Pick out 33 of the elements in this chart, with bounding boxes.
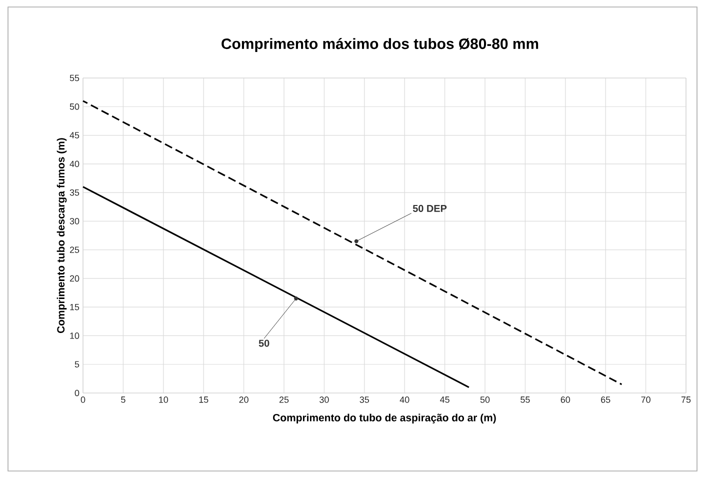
y-tick-label: 50: [70, 103, 80, 110]
x-tick-label: 30: [320, 396, 329, 403]
annotation: 50: [258, 340, 270, 347]
x-tick-label: 0: [80, 396, 86, 403]
x-tick-label: 70: [641, 396, 650, 403]
y-tick-label: 30: [70, 218, 80, 224]
x-tick-label: 5: [121, 396, 126, 403]
x-tick-label: 60: [560, 396, 570, 403]
y-tick-label: 5: [74, 361, 80, 368]
y-tick-label: 15: [70, 304, 80, 310]
y-tick-label: 40: [70, 160, 80, 168]
y-axis-title: Comprimento tubo descarga fumos (m): [56, 138, 67, 334]
y-tick-label: 35: [70, 189, 80, 196]
x-tick-label: 20: [239, 396, 248, 403]
x-tick-label: 50: [480, 396, 490, 403]
y-tick-label: 0: [74, 390, 80, 396]
x-tick-label: 25: [279, 396, 289, 403]
x-tick-label: 45: [440, 396, 450, 403]
x-tick-label: 55: [520, 396, 530, 403]
y-tick-label: 55: [70, 74, 80, 82]
y-tick-label: 20: [70, 275, 80, 282]
x-tick-label: 35: [360, 396, 370, 403]
x-tick-label: 15: [199, 396, 208, 403]
x-tick-label: 75: [681, 396, 691, 403]
y-tick-label: 10: [70, 332, 80, 339]
x-axis-title: Comprimento do tubo de aspiração do ar (m): [273, 414, 496, 424]
x-tick-label: 65: [601, 396, 610, 403]
annotation: 50 DEP: [412, 204, 447, 212]
y-tick-label: 25: [70, 246, 80, 253]
x-tick-label: 10: [159, 396, 168, 403]
x-tick-label: 40: [400, 396, 410, 403]
chart-title: Comprimento máximo dos tubos Ø80-80 mm: [222, 38, 538, 52]
y-tick-label: 45: [70, 132, 80, 138]
